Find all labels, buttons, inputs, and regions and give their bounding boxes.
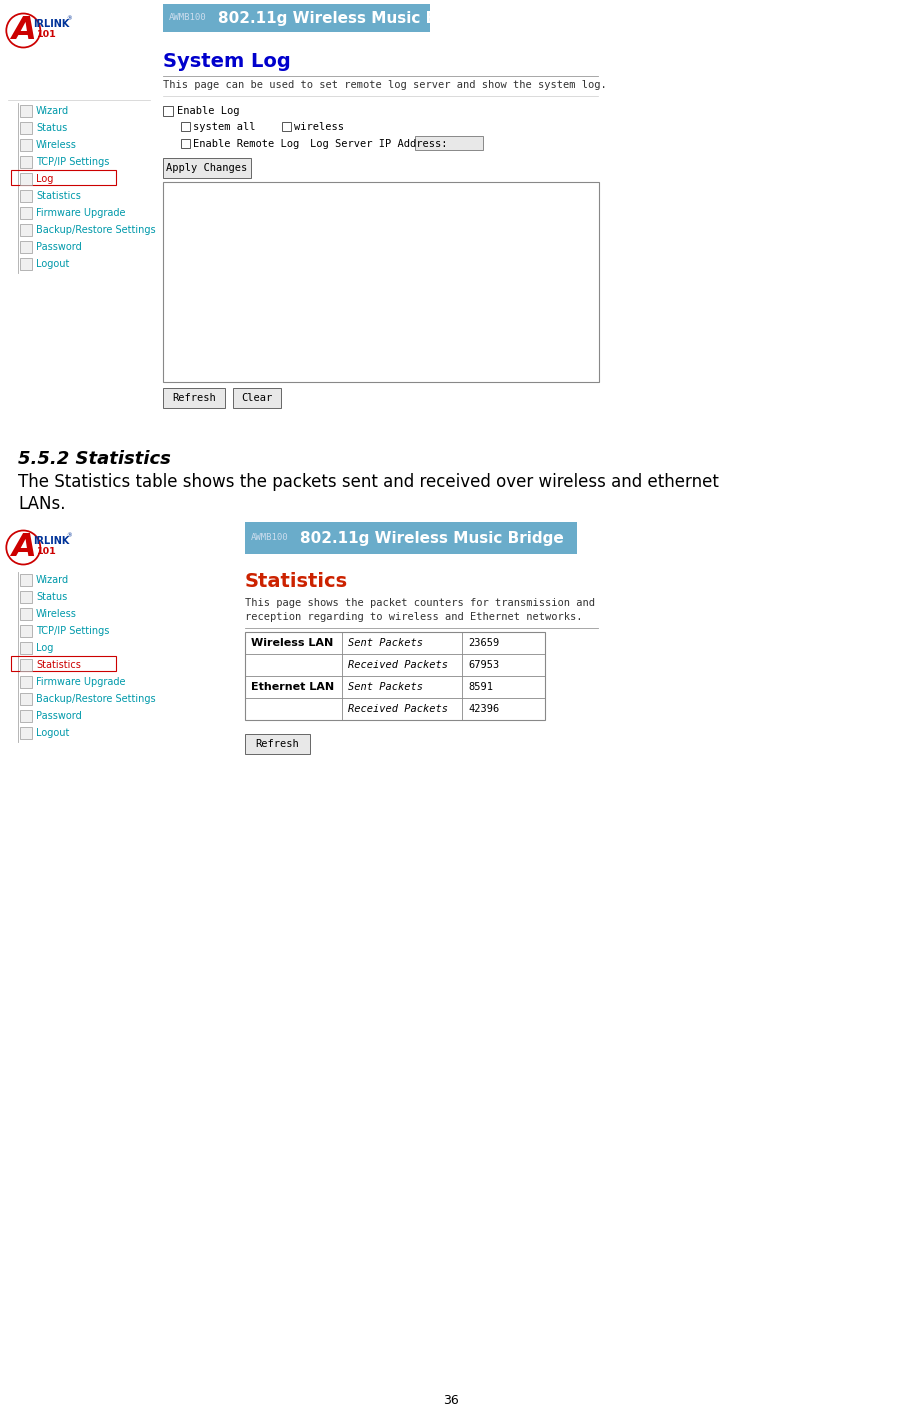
- Bar: [20, 104, 32, 117]
- Text: Sent Packets: Sent Packets: [348, 638, 423, 648]
- Text: Wireless: Wireless: [36, 140, 77, 150]
- Text: TCP/IP Settings: TCP/IP Settings: [36, 157, 109, 166]
- Text: Logout: Logout: [36, 728, 69, 738]
- Text: Statistics: Statistics: [36, 660, 81, 670]
- Text: Refresh: Refresh: [255, 739, 299, 749]
- Bar: [20, 241, 32, 253]
- Bar: [20, 676, 32, 689]
- Bar: [20, 574, 32, 586]
- Text: This page can be used to set remote log server and show the system log.: This page can be used to set remote log …: [163, 80, 607, 90]
- Bar: [233, 388, 281, 408]
- Text: LANs.: LANs.: [18, 495, 66, 514]
- Bar: [20, 693, 32, 706]
- Text: system all: system all: [193, 121, 255, 133]
- Text: ®: ®: [66, 16, 71, 21]
- Text: Log Server IP Address:: Log Server IP Address:: [310, 140, 447, 150]
- Text: Sent Packets: Sent Packets: [348, 682, 423, 691]
- Text: ®: ®: [66, 533, 71, 538]
- Text: 23659: 23659: [468, 638, 499, 648]
- Text: Statistics: Statistics: [36, 190, 81, 200]
- Bar: [20, 591, 32, 602]
- Bar: [20, 224, 32, 236]
- Text: Status: Status: [36, 593, 68, 602]
- Text: Enable Remote Log: Enable Remote Log: [193, 140, 299, 150]
- Text: Statistics: Statistics: [245, 571, 348, 591]
- Bar: [245, 632, 545, 720]
- Text: Firmware Upgrade: Firmware Upgrade: [36, 677, 125, 687]
- Text: AWMB100: AWMB100: [251, 533, 289, 542]
- Text: Ethernet LAN: Ethernet LAN: [251, 682, 334, 691]
- Text: Refresh: Refresh: [172, 394, 216, 404]
- Bar: [282, 121, 291, 131]
- Text: 42396: 42396: [468, 704, 499, 714]
- Text: AWMB100: AWMB100: [169, 14, 207, 23]
- Bar: [163, 158, 251, 178]
- Bar: [181, 140, 190, 148]
- Bar: [11, 656, 116, 672]
- Bar: [20, 190, 32, 202]
- Text: A: A: [11, 16, 36, 47]
- Bar: [245, 522, 577, 555]
- Bar: [181, 121, 190, 131]
- Text: reception regarding to wireless and Ethernet networks.: reception regarding to wireless and Ethe…: [245, 612, 583, 622]
- Text: Received Packets: Received Packets: [348, 660, 448, 670]
- Bar: [20, 710, 32, 722]
- Text: Password: Password: [36, 711, 82, 721]
- Text: A: A: [11, 532, 36, 563]
- Bar: [163, 182, 599, 382]
- Bar: [20, 642, 32, 655]
- Bar: [20, 207, 32, 219]
- Bar: [20, 625, 32, 636]
- Bar: [163, 106, 173, 116]
- Text: Wizard: Wizard: [36, 576, 69, 586]
- Text: Logout: Logout: [36, 260, 69, 270]
- Text: Wireless: Wireless: [36, 610, 77, 619]
- Text: IRLINK: IRLINK: [33, 536, 69, 546]
- Text: Wireless LAN: Wireless LAN: [251, 638, 333, 648]
- Text: Backup/Restore Settings: Backup/Restore Settings: [36, 224, 156, 236]
- Bar: [20, 608, 32, 619]
- Text: IRLINK: IRLINK: [33, 18, 69, 28]
- Text: 101: 101: [37, 547, 57, 556]
- Bar: [11, 169, 116, 185]
- Text: 67953: 67953: [468, 660, 499, 670]
- Text: Wizard: Wizard: [36, 106, 69, 116]
- Text: Status: Status: [36, 123, 68, 133]
- Text: 802.11g Wireless Music Bridge: 802.11g Wireless Music Bridge: [218, 10, 482, 25]
- Text: Backup/Restore Settings: Backup/Restore Settings: [36, 694, 156, 704]
- Bar: [20, 727, 32, 739]
- Bar: [163, 388, 225, 408]
- Bar: [20, 140, 32, 151]
- Bar: [20, 121, 32, 134]
- Bar: [415, 135, 483, 150]
- Text: Log: Log: [36, 643, 53, 653]
- Bar: [163, 4, 430, 32]
- Text: Apply Changes: Apply Changes: [166, 164, 248, 174]
- Bar: [245, 734, 310, 753]
- Text: Received Packets: Received Packets: [348, 704, 448, 714]
- Text: Enable Log: Enable Log: [177, 106, 240, 116]
- Text: This page shows the packet counters for transmission and: This page shows the packet counters for …: [245, 598, 595, 608]
- Text: 5.5.2 Statistics: 5.5.2 Statistics: [18, 450, 170, 468]
- Text: Firmware Upgrade: Firmware Upgrade: [36, 207, 125, 219]
- Text: System Log: System Log: [163, 52, 290, 71]
- Text: wireless: wireless: [294, 121, 344, 133]
- Bar: [20, 659, 32, 672]
- Bar: [20, 157, 32, 168]
- Text: Clear: Clear: [242, 394, 272, 404]
- Text: Password: Password: [36, 243, 82, 253]
- Bar: [20, 174, 32, 185]
- Text: The Statistics table shows the packets sent and received over wireless and ether: The Statistics table shows the packets s…: [18, 473, 719, 491]
- Text: TCP/IP Settings: TCP/IP Settings: [36, 626, 109, 636]
- Bar: [20, 258, 32, 270]
- Text: 802.11g Wireless Music Bridge: 802.11g Wireless Music Bridge: [300, 531, 564, 546]
- Text: 8591: 8591: [468, 682, 493, 691]
- Text: 101: 101: [37, 30, 57, 40]
- Text: 36: 36: [443, 1394, 459, 1407]
- Text: Log: Log: [36, 174, 53, 183]
